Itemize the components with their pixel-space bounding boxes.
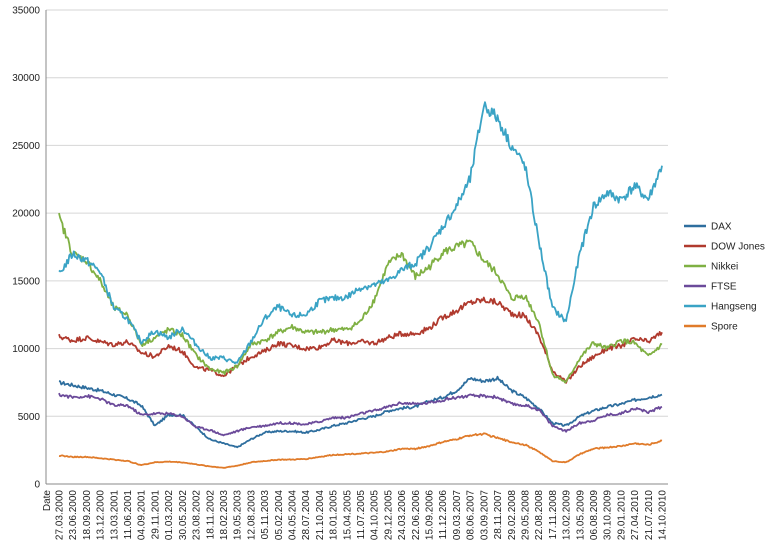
y-tick-label: 30000	[12, 73, 40, 84]
legend-label-dow-jones: DOW Jones	[711, 242, 765, 253]
legend-label-hangseng: Hangseng	[711, 302, 757, 313]
x-tick-label: 29.11.2001	[150, 490, 161, 540]
x-tick-label: 17.11.2008	[548, 490, 559, 540]
x-tick-label: 04.09.2001	[137, 490, 148, 540]
x-tick-label: 05.02.2004	[274, 490, 285, 540]
x-tick-label: 08.06.2007	[466, 490, 477, 540]
x-tick-label: 29.02.2008	[507, 490, 518, 540]
x-tick-label: 28.11.2007	[493, 490, 504, 540]
x-tick-label: 15.04.2005	[342, 490, 353, 540]
x-tick-label: 22.06.2006	[411, 490, 422, 540]
series-line-dax	[58, 375, 663, 449]
x-tick-label: 22.08.2008	[534, 490, 545, 540]
x-tick-label: 14.10.2010	[658, 490, 669, 540]
x-tick-label: 12.08.2003	[246, 490, 257, 540]
x-tick-label: 04.10.2005	[370, 490, 381, 540]
x-tick-label: 13.03.2001	[109, 490, 120, 540]
y-tick-label: 25000	[12, 141, 40, 152]
x-tick-label: 11.07.2005	[356, 490, 367, 540]
series-line-ftse	[58, 392, 663, 437]
y-tick-label: 5000	[18, 412, 41, 423]
y-tick-label: 20000	[12, 209, 40, 220]
legend-label-nikkei: Nikkei	[711, 262, 738, 273]
legend-label-dax: DAX	[711, 222, 732, 233]
x-tick-label: 21.10.2004	[315, 490, 326, 540]
x-tick-label: 04.05.2004	[287, 490, 298, 540]
legend-label-spore: Spore	[711, 322, 738, 333]
y-tick-label: 10000	[12, 344, 40, 355]
x-axis-first-label: Date	[42, 490, 53, 512]
x-tick-label: 18.01.2005	[329, 490, 340, 540]
y-tick-label: 15000	[12, 276, 40, 287]
x-tick-label: 30.10.2009	[603, 490, 614, 540]
x-tick-label: 27.04.2010	[630, 490, 641, 540]
x-tick-label: 13.12.2000	[96, 490, 107, 540]
x-tick-label: 11.06.2001	[123, 490, 134, 540]
series-line-nikkei	[58, 212, 663, 384]
x-tick-label: 28.07.2004	[301, 490, 312, 540]
x-tick-label: 03.09.2007	[479, 490, 490, 540]
x-tick-label: 18.09.2000	[82, 490, 93, 540]
x-tick-label: 11.12.2006	[438, 490, 449, 540]
x-tick-label: 21.07.2010	[644, 490, 655, 540]
y-tick-label: 35000	[12, 6, 40, 17]
x-tick-label: 01.03.2002	[164, 490, 175, 540]
x-tick-label: 05.11.2003	[260, 490, 271, 540]
x-tick-label: 29.05.2008	[520, 490, 531, 540]
x-tick-label: 29.12.2005	[383, 490, 394, 540]
x-tick-label: 23.06.2000	[68, 490, 79, 540]
x-tick-label: 24.03.2006	[397, 490, 408, 540]
x-tick-label: 30.05.2002	[178, 490, 189, 540]
x-tick-label: 29.01.2010	[616, 490, 627, 540]
x-tick-label: 13.05.2009	[575, 490, 586, 540]
x-tick-label: 09.03.2007	[452, 490, 463, 540]
x-tick-label: 23.08.2002	[192, 490, 203, 540]
x-tick-label: 19.05.2003	[233, 490, 244, 540]
x-tick-label: 13.02.2009	[562, 490, 573, 540]
x-tick-label: 18.11.2002	[205, 490, 216, 540]
x-tick-label: 06.08.2009	[589, 490, 600, 540]
x-tick-label: 15.09.2006	[425, 490, 436, 540]
series-line-hangseng	[58, 101, 663, 365]
x-tick-label: 18.02.2003	[219, 490, 230, 540]
series-line-spore	[58, 432, 663, 469]
x-tick-label: 27.03.2000	[55, 490, 66, 540]
y-tick-label: 0	[34, 480, 40, 491]
legend-label-ftse: FTSE	[711, 282, 737, 293]
